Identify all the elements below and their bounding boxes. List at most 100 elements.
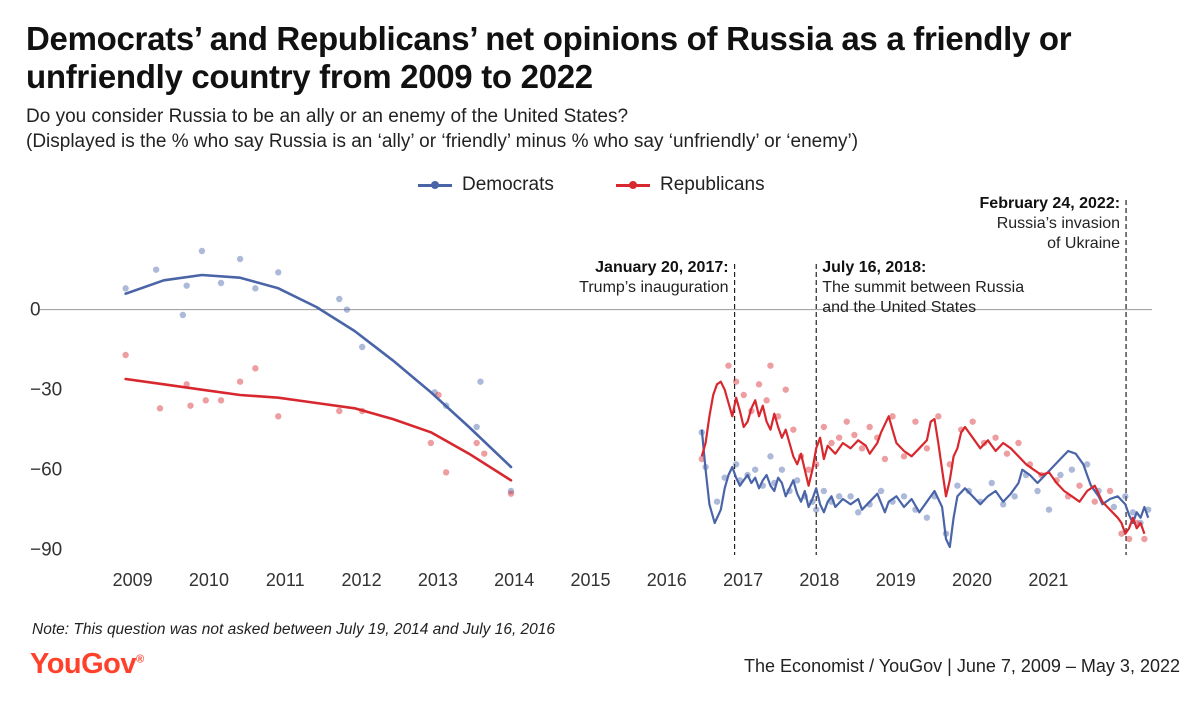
data-point-democrats (847, 493, 854, 500)
data-point-democrats (1034, 487, 1041, 495)
data-point-republicans (202, 397, 209, 404)
yougov-logo[interactable]: YouGov® (30, 648, 144, 681)
data-point-republicans (507, 490, 515, 497)
data-point-republicans (122, 351, 129, 359)
data-point-republicans (912, 418, 919, 425)
data-point-democrats (999, 501, 1007, 508)
data-point-republicans (187, 402, 194, 409)
data-point-democrats (954, 482, 961, 489)
data-point-republicans (835, 434, 843, 441)
annotation-date: July 16, 2018: (822, 259, 926, 276)
data-point-republicans (252, 365, 259, 372)
data-point-democrats (152, 266, 160, 273)
data-point-republicans (782, 386, 789, 393)
legend-item-democrats[interactable]: Democrats (418, 170, 554, 200)
annotation-lines-layer (733, 200, 1127, 555)
x-tick-label: 2020 (952, 570, 992, 590)
data-point-republicans (427, 439, 435, 447)
data-point-republicans (935, 413, 942, 420)
legend-label-democrats: Democrats (462, 174, 554, 195)
legend-item-republicans[interactable]: Republicans (616, 170, 765, 200)
data-point-republicans (442, 469, 450, 476)
x-tick-label: 2016 (647, 570, 687, 590)
data-point-democrats (1068, 466, 1076, 473)
data-point-republicans (866, 423, 873, 431)
data-point-democrats (778, 466, 786, 473)
chart-subtitle: Do you consider Russia to be an ally or … (26, 104, 1186, 154)
annotation-text: of Ukraine (1047, 235, 1120, 252)
data-point-republicans (725, 362, 732, 369)
data-point-republicans (1125, 535, 1133, 543)
annotation-date: February 24, 2022: (980, 195, 1121, 212)
annotation-text: Russia’s invasion (997, 215, 1120, 232)
data-point-republicans (1003, 450, 1011, 457)
trend-line-democrats-2016-2022 (700, 429, 1150, 549)
data-point-democrats (1110, 503, 1118, 511)
logo-registered-mark: ® (136, 653, 144, 666)
data-point-democrats (252, 285, 259, 292)
data-point-democrats (275, 269, 282, 276)
data-point-republicans (881, 455, 889, 463)
data-point-democrats (1011, 493, 1018, 500)
data-point-democrats (900, 493, 908, 500)
source-credit: The Economist / YouGov | June 7, 2009 – … (744, 656, 1180, 676)
data-point-republicans (858, 445, 866, 452)
data-point-republicans (923, 445, 931, 452)
data-point-democrats (767, 453, 774, 460)
subtitle-explanation: (Displayed is the % who say Russia is an… (26, 131, 859, 152)
x-axis-labels: 2009 2010 2011 2012 2013 2014 2015 2016 2017 2018… (113, 570, 1069, 590)
x-tick-label: 2014 (494, 570, 534, 590)
data-point-republicans (1118, 530, 1125, 537)
data-point-democrats (358, 343, 366, 351)
y-tick-label: −30 (30, 380, 62, 401)
y-tick-label: 0 (30, 300, 41, 321)
y-axis-labels: 0 −30 −60 −90 (30, 300, 62, 561)
data-point-democrats (343, 306, 351, 313)
annotation-text: Trump’s inauguration (579, 279, 728, 296)
data-point-democrats (183, 282, 190, 289)
data-point-republicans (481, 450, 488, 457)
data-point-democrats (713, 498, 721, 505)
data-point-republicans (740, 391, 747, 399)
data-point-republicans (805, 466, 812, 473)
data-point-republicans (336, 407, 343, 415)
x-tick-label: 2013 (418, 570, 458, 590)
trend-line-democrats-2009-2014 (124, 273, 513, 469)
data-point-democrats (122, 285, 129, 292)
legend: Democrats Republicans (0, 170, 1200, 200)
data-point-democrats (855, 509, 862, 516)
data-point-republicans (763, 397, 770, 404)
legend-label-republicans: Republicans (660, 174, 765, 195)
annotation-text: and the United States (822, 299, 976, 316)
data-point-republicans (1015, 439, 1022, 447)
trend-line-republicans-2016-2022 (700, 380, 1146, 535)
data-point-democrats (793, 477, 801, 484)
annotations-layer: January 20, 2017: Trump’s inauguration Jul… (579, 195, 1120, 316)
data-point-democrats (336, 295, 343, 303)
subtitle-question: Do you consider Russia to be an ally or … (26, 106, 629, 127)
data-point-democrats (198, 247, 206, 255)
data-point-republicans (969, 418, 976, 425)
trend-line-republicans-2009-2014 (124, 377, 513, 482)
data-point-democrats (820, 487, 828, 495)
data-point-republicans (732, 378, 740, 385)
data-point-democrats (507, 487, 515, 495)
x-tick-label: 2012 (342, 570, 382, 590)
data-point-republicans (790, 426, 797, 433)
data-point-democrats (751, 466, 759, 473)
x-tick-label: 2021 (1028, 570, 1068, 590)
x-tick-label: 2018 (799, 570, 839, 590)
data-point-democrats (1083, 461, 1091, 468)
data-point-republicans (851, 431, 858, 439)
data-point-republicans (217, 397, 225, 404)
data-point-democrats (732, 461, 740, 468)
data-point-democrats (1122, 493, 1129, 500)
data-point-democrats (179, 311, 187, 319)
data-point-republicans (767, 362, 774, 369)
data-point-republicans (992, 434, 999, 441)
data-point-republicans (1076, 482, 1083, 489)
chart-title: Democrats’ and Republicans’ net opinions… (26, 20, 1072, 95)
data-point-democrats (877, 487, 885, 495)
data-point-democrats (988, 479, 995, 487)
